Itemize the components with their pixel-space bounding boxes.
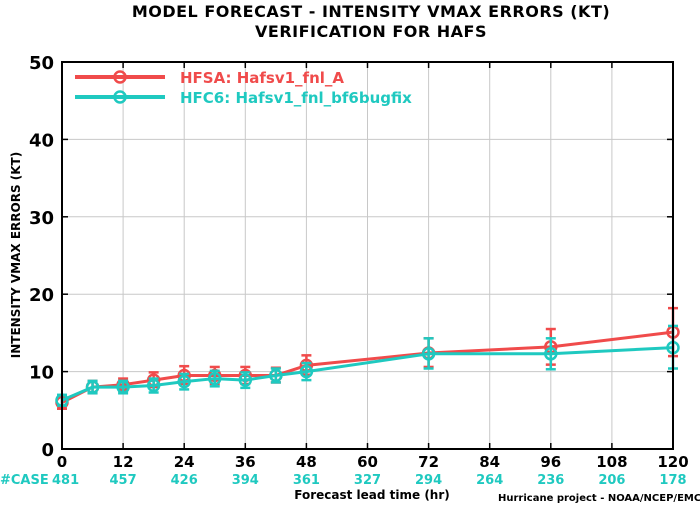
- series-2: [55, 324, 680, 407]
- case-count: 481: [52, 473, 79, 488]
- case-count: 457: [110, 473, 137, 488]
- case-count-label: #CASE: [0, 473, 49, 488]
- case-counts: 481 457 426 394 361 327 294 264 236 206 178: [52, 473, 687, 488]
- case-count: 178: [659, 473, 686, 488]
- x-tick-labels: 0 12 24 36 48 60 72 84 96 108 120: [57, 453, 689, 471]
- y-tick-label: 20: [29, 285, 54, 306]
- case-count: 426: [171, 473, 198, 488]
- y-tick-labels: 0 10 20 30 40 50: [29, 53, 54, 461]
- case-count: 394: [232, 473, 259, 488]
- legend: HFSA: Hafsv1_fnl_A HFC6: Hafsv1_fnl_bf6bu…: [75, 69, 412, 107]
- plot-frame: [61, 61, 674, 450]
- data-point: [177, 374, 191, 389]
- case-count: 264: [476, 473, 503, 488]
- legend-label: HFC6: Hafsv1_fnl_bf6bugfix: [180, 89, 412, 107]
- y-tick-label: 0: [41, 440, 54, 461]
- credit-text: Hurricane project - NOAA/NCEP/EMC: [498, 493, 700, 504]
- case-count: 206: [598, 473, 625, 488]
- y-tick-label: 30: [29, 208, 54, 229]
- data-point: [299, 364, 314, 379]
- case-count: 236: [537, 473, 564, 488]
- data-point: [238, 373, 253, 387]
- legend-swatch-marker: [113, 70, 127, 84]
- x-tick-label: 48: [296, 453, 317, 471]
- legend-swatch-marker: [113, 90, 127, 104]
- series-layer: [55, 306, 680, 411]
- legend-item: HFSA: Hafsv1_fnl_A: [75, 69, 344, 87]
- data-point: [544, 347, 558, 361]
- data-point: [146, 378, 161, 393]
- data-point: [269, 368, 283, 383]
- grid: [61, 61, 674, 450]
- y-tick-label: 10: [29, 363, 54, 384]
- data-point: [85, 380, 100, 394]
- data-point: [421, 347, 436, 361]
- x-tick-label: 72: [418, 453, 439, 471]
- x-tick-label: 60: [357, 453, 378, 471]
- y-tick-label: 50: [29, 53, 54, 74]
- x-tick-label: 84: [479, 453, 500, 471]
- y-axis-label: INTENSITY VMAX ERRORS (KT): [9, 152, 23, 358]
- x-tick-label: 36: [235, 453, 256, 471]
- x-tick-label: 12: [113, 453, 134, 471]
- data-point: [208, 371, 222, 386]
- x-tick-label: 108: [596, 453, 627, 471]
- case-count: 361: [293, 473, 320, 488]
- data-point: [116, 380, 130, 394]
- x-tick-label: 120: [657, 453, 688, 471]
- chart-title: MODEL FORECAST - INTENSITY VMAX ERRORS (…: [132, 2, 610, 21]
- legend-item: HFC6: Hafsv1_fnl_bf6bugfix: [75, 89, 412, 107]
- y-tick-label: 40: [29, 130, 54, 151]
- case-count: 327: [354, 473, 381, 488]
- case-count: 294: [415, 473, 442, 488]
- x-tick-label: 0: [57, 453, 67, 471]
- x-tick-label: 96: [540, 453, 561, 471]
- legend-label: HFSA: Hafsv1_fnl_A: [180, 69, 344, 87]
- x-tick-label: 24: [174, 453, 195, 471]
- chart-subtitle: VERIFICATION FOR HAFS: [255, 22, 487, 41]
- x-axis-label: Forecast lead time (hr): [294, 488, 450, 502]
